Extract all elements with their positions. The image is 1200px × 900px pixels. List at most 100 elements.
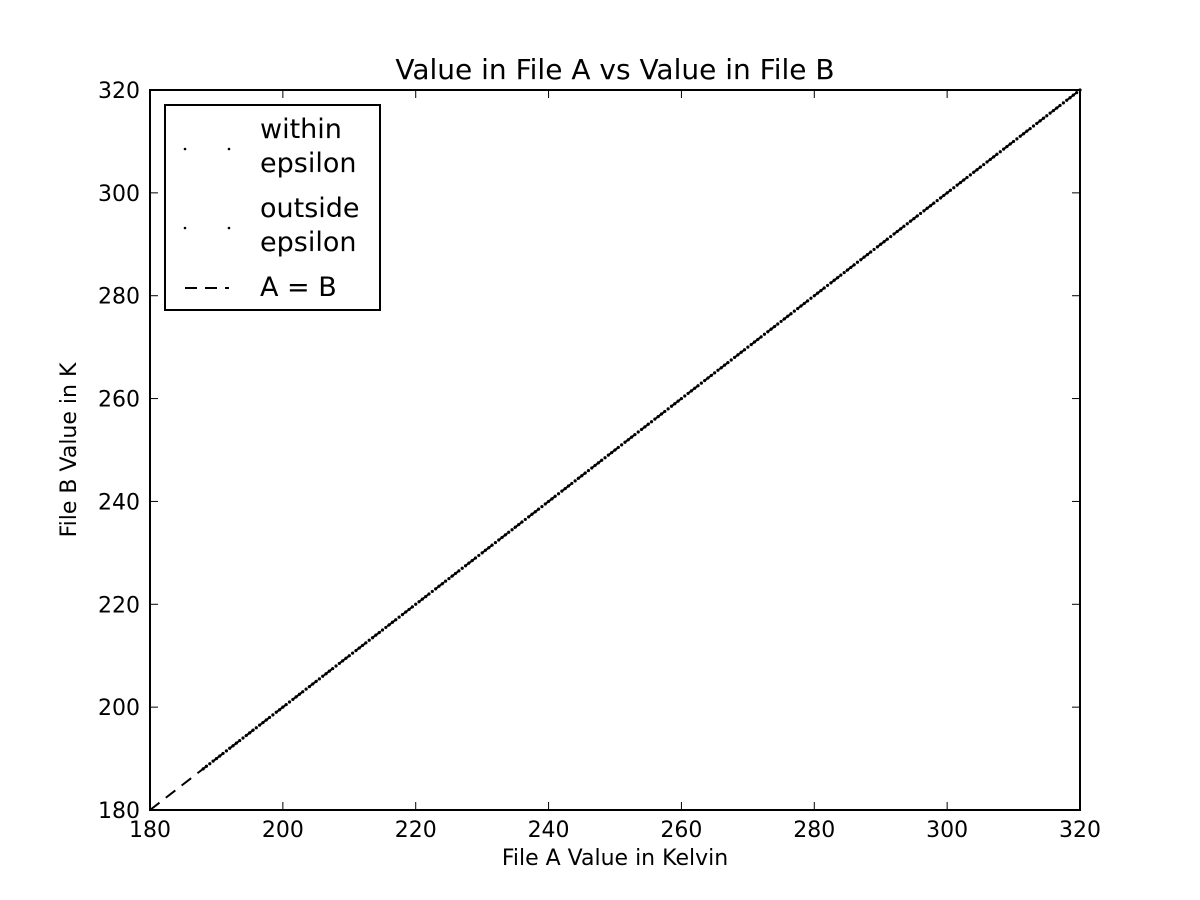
data-point-within-epsilon — [958, 180, 963, 185]
data-point-within-epsilon — [593, 463, 597, 468]
data-point-within-epsilon — [693, 386, 697, 390]
data-point-within-epsilon — [407, 607, 411, 612]
data-point-within-epsilon — [444, 579, 448, 583]
data-point-within-epsilon — [473, 556, 478, 560]
data-point-within-epsilon — [879, 242, 883, 246]
data-point-within-epsilon — [304, 687, 308, 691]
data-point-within-epsilon — [865, 252, 870, 257]
data-point-within-epsilon — [975, 168, 979, 172]
data-point-within-epsilon — [636, 430, 640, 434]
x-tick-label: 260 — [660, 818, 702, 843]
data-point-within-epsilon — [842, 270, 846, 275]
data-point-within-epsilon — [646, 422, 650, 426]
data-point-within-epsilon — [703, 378, 707, 383]
data-point-within-epsilon — [477, 553, 481, 558]
data-point-outside-epsilon — [201, 767, 205, 771]
data-point-within-epsilon — [729, 358, 733, 362]
x-tick-label: 220 — [395, 818, 437, 843]
data-point-within-epsilon — [726, 360, 730, 365]
data-point-within-epsilon — [1025, 129, 1029, 133]
data-point-within-epsilon — [613, 448, 617, 452]
y-tick-label: 180 — [98, 799, 140, 824]
data-point-within-epsilon — [566, 484, 571, 488]
data-point-within-epsilon — [497, 538, 501, 542]
data-point-within-epsilon — [447, 576, 451, 581]
data-point-within-epsilon — [404, 610, 408, 614]
legend-label: epsilon — [260, 227, 356, 258]
data-point-within-epsilon — [942, 193, 946, 198]
data-point-within-epsilon — [487, 546, 491, 550]
data-point-within-epsilon — [596, 461, 600, 465]
data-point-within-epsilon — [493, 540, 498, 545]
data-point-within-epsilon — [248, 731, 252, 735]
data-point-within-epsilon — [271, 713, 275, 717]
data-point-within-epsilon — [922, 209, 926, 213]
data-point-within-epsilon — [576, 476, 581, 480]
data-point-within-epsilon — [792, 309, 796, 313]
data-point-within-epsilon — [746, 345, 750, 349]
data-point-within-epsilon — [600, 458, 604, 462]
data-point-within-epsilon — [560, 489, 564, 493]
data-point-within-epsilon — [889, 234, 893, 239]
data-point-within-epsilon — [380, 628, 385, 632]
data-point-within-epsilon — [633, 432, 637, 437]
data-point-within-epsilon — [918, 211, 923, 216]
data-point-within-epsilon — [291, 697, 295, 702]
data-point-within-epsilon — [450, 574, 454, 578]
data-point-within-epsilon — [1071, 93, 1075, 97]
data-point-within-epsilon — [414, 602, 418, 606]
data-point-within-epsilon — [430, 589, 434, 594]
data-point-within-epsilon — [331, 666, 335, 671]
data-point-within-epsilon — [553, 494, 557, 498]
data-point-within-epsilon — [859, 258, 863, 262]
data-point-within-epsilon — [799, 304, 803, 308]
data-point-within-epsilon — [301, 690, 305, 694]
data-point-within-epsilon — [776, 322, 780, 326]
data-point-within-epsilon — [274, 710, 278, 714]
data-point-within-epsilon — [829, 281, 833, 285]
data-point-within-epsilon — [546, 499, 551, 504]
data-point-within-epsilon — [400, 612, 405, 617]
y-tick-label: 280 — [98, 285, 140, 310]
data-point-within-epsilon — [656, 414, 660, 419]
data-point-within-epsilon — [739, 350, 743, 354]
data-point-within-epsilon — [988, 157, 992, 162]
data-point-within-epsilon — [749, 342, 753, 347]
data-point-within-epsilon — [663, 409, 667, 414]
data-point-within-epsilon — [513, 525, 517, 529]
x-tick-label: 320 — [1059, 818, 1101, 843]
data-point-outside-epsilon — [218, 754, 222, 758]
data-point-within-epsilon — [583, 471, 587, 475]
data-point-within-epsilon — [410, 605, 414, 609]
data-point-within-epsilon — [902, 224, 906, 228]
data-point-within-epsilon — [311, 682, 315, 686]
data-point-within-epsilon — [550, 497, 554, 501]
data-point-outside-epsilon — [225, 749, 228, 753]
data-point-within-epsilon — [719, 366, 723, 370]
data-point-outside-epsilon — [228, 746, 232, 750]
x-tick-label: 300 — [926, 818, 968, 843]
legend-entry-a-equals-b: A = B — [185, 272, 337, 303]
data-point-within-epsilon — [875, 245, 879, 249]
y-tick-label: 300 — [98, 182, 140, 207]
data-point-within-epsilon — [586, 468, 591, 473]
data-point-within-epsilon — [360, 643, 365, 648]
data-point-within-epsilon — [659, 412, 664, 416]
data-point-within-epsilon — [948, 188, 953, 192]
data-point-within-epsilon — [457, 569, 461, 573]
data-point-within-epsilon — [537, 507, 541, 511]
data-point-within-epsilon — [370, 636, 375, 640]
data-point-within-epsilon — [543, 502, 547, 506]
data-point-within-epsilon — [759, 335, 763, 339]
plot-frame — [149, 89, 1081, 811]
data-point-within-epsilon — [231, 744, 235, 748]
data-point-within-epsilon — [938, 196, 943, 200]
data-point-within-epsilon — [417, 600, 421, 604]
data-point-within-epsilon — [334, 664, 338, 668]
data-point-within-epsilon — [779, 319, 783, 324]
data-point-within-epsilon — [982, 162, 986, 167]
data-point-within-epsilon — [909, 219, 913, 223]
data-point-within-epsilon — [669, 404, 674, 408]
data-point-within-epsilon — [384, 625, 388, 630]
